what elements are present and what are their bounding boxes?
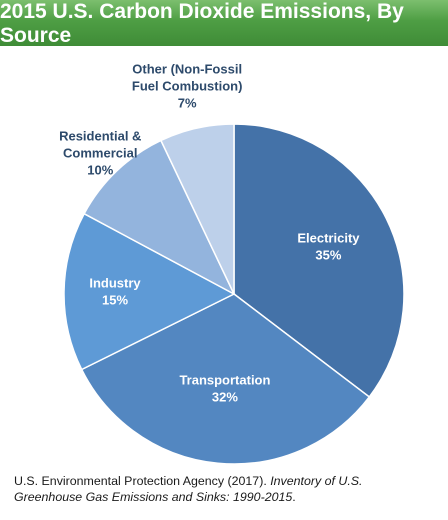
slice-label-industry: Industry 15% [89, 276, 141, 308]
slice-label-other-non-fossil-fuel-combustion: Other (Non-Fossil Fuel Combustion) 7% [132, 62, 243, 111]
source-end: . [292, 490, 296, 504]
slice-label-transportation: Transportation 32% [179, 372, 270, 404]
slice-value-label: 10% [87, 163, 113, 178]
slice-name-label: Transportation [179, 372, 270, 387]
source-title: Inventory of U.S. Greenhouse Gas Emissio… [14, 474, 363, 504]
pie-slice-residential-commercial [83, 139, 236, 296]
chart-title: 2015 U.S. Carbon Dioxide Emissions, By S… [0, 0, 448, 47]
slice-value-label: 7% [178, 96, 197, 111]
slice-name-label: Residential & [59, 129, 141, 144]
pie-labels: Electricity 35% Transportation 32% Industry 1… [59, 62, 360, 405]
pie-slice-other-non-fossil-fuel-combustion [159, 123, 235, 295]
slice-name-label: Electricity [297, 231, 360, 246]
pie-chart: Electricity 35% Transportation 32% Industry 1… [59, 62, 405, 465]
pie-slices [63, 123, 405, 465]
source-citation: U.S. Environmental Protection Agency (20… [14, 473, 434, 505]
pie-slice-transportation [80, 293, 371, 465]
pie-slice-electricity [233, 123, 405, 399]
slice-name-label: Fuel Combustion) [132, 79, 243, 94]
slice-name-label: Commercial [63, 146, 137, 161]
slice-value-label: 32% [212, 389, 238, 404]
slice-value-label: 15% [102, 293, 128, 308]
pie-slice-industry [63, 212, 236, 371]
slice-name-label: Industry [89, 276, 141, 291]
slice-name-label: Other (Non-Fossil [132, 62, 242, 77]
slice-value-label: 35% [315, 248, 341, 263]
slice-label-electricity: Electricity 35% [297, 231, 360, 263]
slice-label-residential-commercial: Residential & Commercial 10% [59, 129, 141, 178]
source-text: U.S. Environmental Protection Agency (20… [14, 474, 271, 488]
